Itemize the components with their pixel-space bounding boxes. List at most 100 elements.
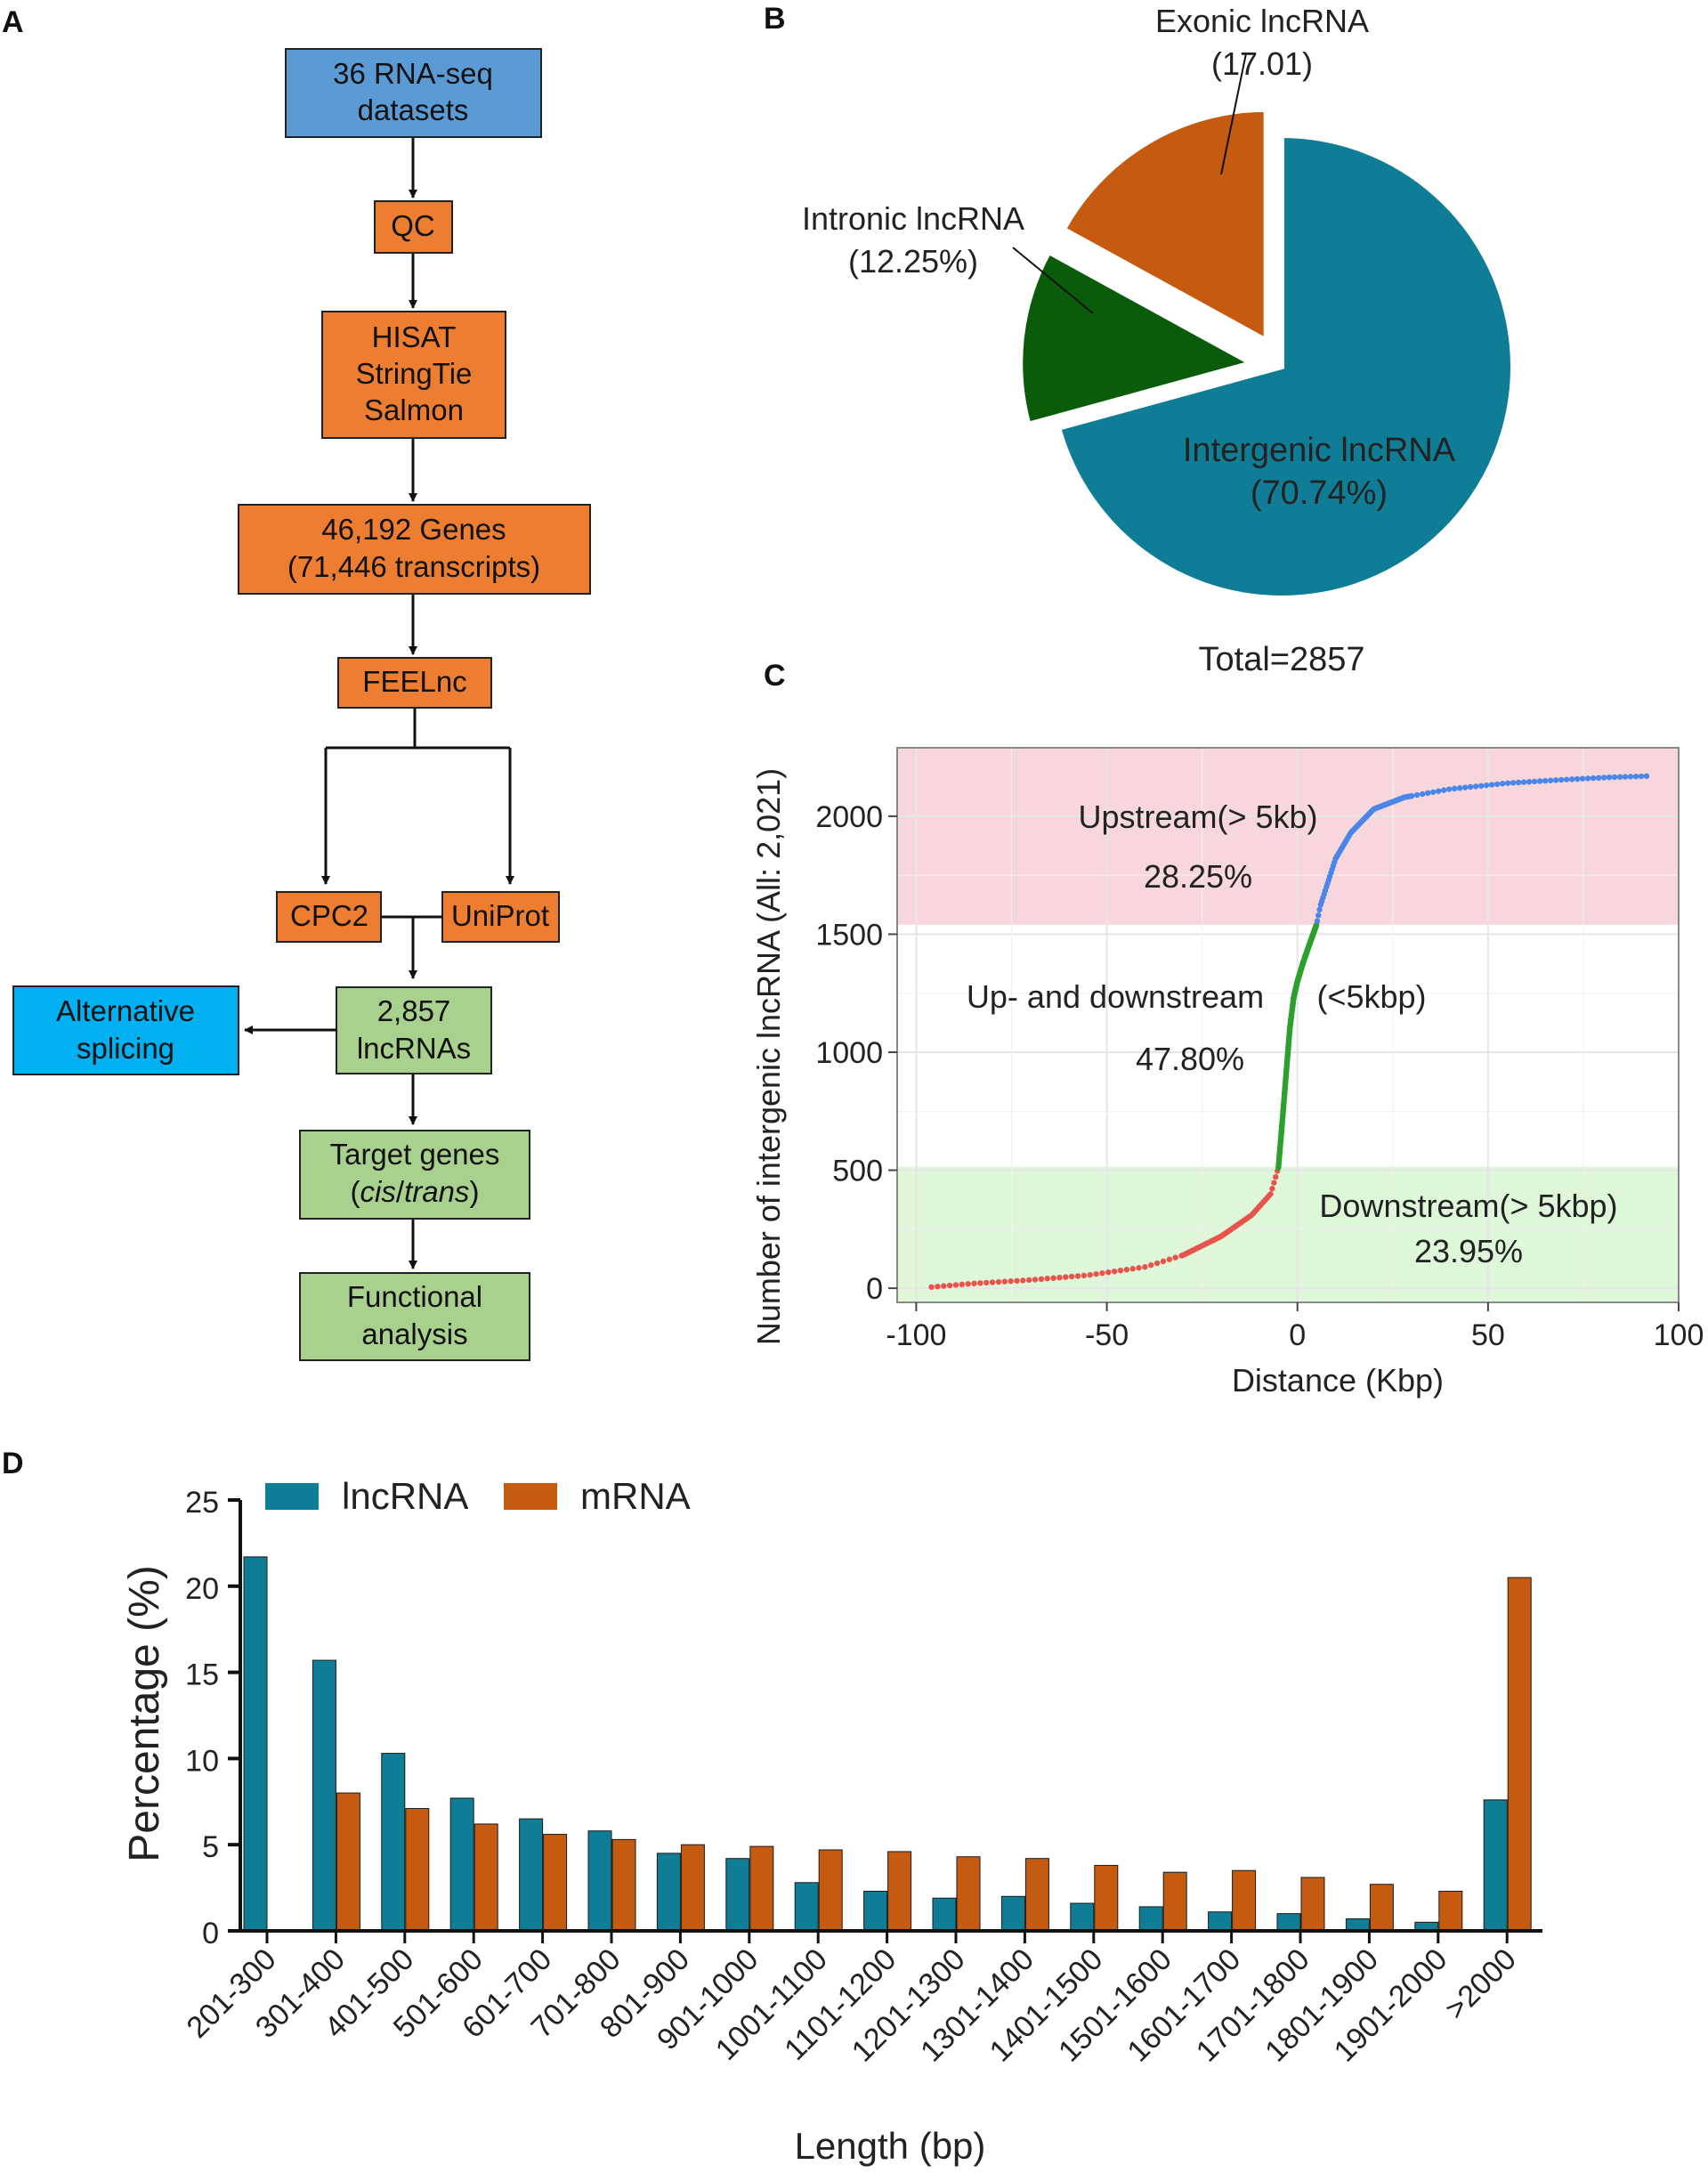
point-upstream (1622, 774, 1629, 780)
point-upstream (1616, 774, 1623, 780)
point-downstream (1269, 1186, 1275, 1192)
bar-y-ticks: 0 5 10 15 20 25 (185, 1486, 240, 1950)
point-downstream (1074, 1273, 1081, 1279)
bar-y-tick-label: 20 (185, 1572, 219, 1606)
point-upstream (1467, 783, 1474, 791)
bar-lncrna (587, 1830, 612, 1932)
point-upstream (1579, 775, 1586, 782)
bar-lncrna (1000, 1895, 1025, 1932)
lncrnas-text-1: 2,857 (377, 994, 451, 1027)
point-downstream (1001, 1278, 1008, 1285)
point-upstream (1595, 774, 1602, 782)
point-downstream (959, 1281, 966, 1288)
alt-splicing-text-2: splicing (77, 1032, 174, 1065)
bar-ylabel: Percentage (%) (121, 1565, 168, 1862)
point-downstream (1020, 1277, 1026, 1284)
point-downstream (1025, 1277, 1032, 1284)
point-upstream (1510, 780, 1517, 786)
legend-swatch-mrna (504, 1483, 557, 1510)
point-downstream (1273, 1173, 1279, 1180)
point-upstream (1515, 779, 1522, 786)
intronic-label: Intronic lncRNA (802, 200, 1024, 237)
middle-paren-annotation: (<5kbp) (1316, 978, 1426, 1015)
point-downstream (1063, 1274, 1069, 1280)
datasets-text-2: datasets (358, 93, 469, 126)
functional-text-1: Functional (347, 1280, 482, 1313)
point-downstream (1160, 1258, 1167, 1265)
point-upstream (1584, 775, 1591, 782)
bar-mrna (1507, 1577, 1532, 1932)
bar-lncrna (1276, 1913, 1301, 1932)
point-upstream (1531, 778, 1538, 785)
pie-slice-intronic-lncrna (1017, 247, 1259, 428)
bar-mrna (818, 1849, 843, 1932)
point-upstream (1315, 912, 1322, 919)
tools-box (321, 311, 506, 439)
point-downstream (935, 1283, 941, 1290)
tools-salmon: Salmon (364, 393, 464, 426)
point-downstream (971, 1280, 977, 1286)
bar-lncrna (656, 1853, 681, 1932)
y-tick-label: 2000 (815, 800, 883, 834)
datasets-text-1: 36 RNA-seq (333, 57, 493, 90)
point-downstream (1166, 1256, 1173, 1262)
band-upstream (897, 748, 1679, 925)
target-paren-open: ( (351, 1175, 360, 1208)
point-downstream (1050, 1275, 1056, 1281)
point-upstream (1627, 774, 1634, 780)
point-upstream (1590, 774, 1597, 782)
bar-mrna (1369, 1884, 1394, 1932)
bar-mrna (956, 1856, 981, 1932)
point-downstream (1142, 1264, 1148, 1270)
point-upstream (1643, 773, 1650, 780)
panel-d: D 0 5 10 15 20 25 201-300301-400401-500501-60… (2, 1447, 1542, 2167)
point-upstream (1632, 774, 1639, 780)
point-downstream (1111, 1268, 1118, 1275)
target-text-2: (cis/trans) (351, 1175, 480, 1208)
point-upstream (1316, 906, 1323, 913)
point-downstream (1172, 1254, 1178, 1261)
intronic-leader-line (1012, 247, 1094, 314)
uniprot-text: UniProt (451, 899, 549, 932)
target-trans: trans (404, 1175, 469, 1208)
point-downstream (1123, 1267, 1130, 1273)
bar-lncrna (1345, 1918, 1370, 1932)
exonic-value: (17.01) (1211, 45, 1313, 82)
bar-mrna (749, 1845, 774, 1932)
qc-box (374, 200, 453, 254)
bar-x-tick-label: >2000 (1438, 1942, 1522, 2026)
point-downstream (1087, 1271, 1093, 1278)
point-downstream (1008, 1277, 1014, 1285)
point-downstream (1117, 1267, 1124, 1274)
point-upstream (1563, 776, 1570, 782)
panel-b-label: B (764, 2, 786, 36)
point-downstream (1032, 1277, 1039, 1283)
point-downstream (1267, 1191, 1274, 1197)
bar-mrna (474, 1823, 498, 1932)
legend-label-mrna: mRNA (580, 1475, 691, 1517)
tools-stringtie: StringTie (356, 357, 473, 390)
x-tick-label: 100 (1654, 1318, 1704, 1352)
panel-c-label: C (764, 659, 786, 693)
target-cis: cis (360, 1175, 396, 1208)
bar-xlabel: Length (bp) (795, 2125, 986, 2167)
scatter-points (928, 773, 1650, 1290)
bar-series (243, 1556, 1532, 1932)
scatter-xlabel: Distance (Kbp) (1232, 1362, 1444, 1399)
pie-total: Total=2857 (1199, 641, 1365, 678)
point-upstream (1435, 788, 1442, 794)
cpc2-text: CPC2 (290, 899, 368, 932)
point-downstream (989, 1279, 996, 1285)
bar-lncrna (1070, 1902, 1095, 1932)
pie-slice-exonic-lncrna (1059, 106, 1269, 345)
downstream-annotation: Downstream(> 5kbp) (1319, 1188, 1617, 1224)
legend-swatch-lncrna (265, 1483, 319, 1510)
point-upstream (1314, 918, 1321, 924)
bar-lncrna (1138, 1906, 1163, 1932)
x-tick-label: -50 (1085, 1318, 1129, 1352)
point-downstream (1056, 1274, 1063, 1281)
bar-mrna (1094, 1864, 1119, 1932)
point-upstream (1461, 784, 1469, 791)
functional-text-2: analysis (361, 1318, 467, 1350)
